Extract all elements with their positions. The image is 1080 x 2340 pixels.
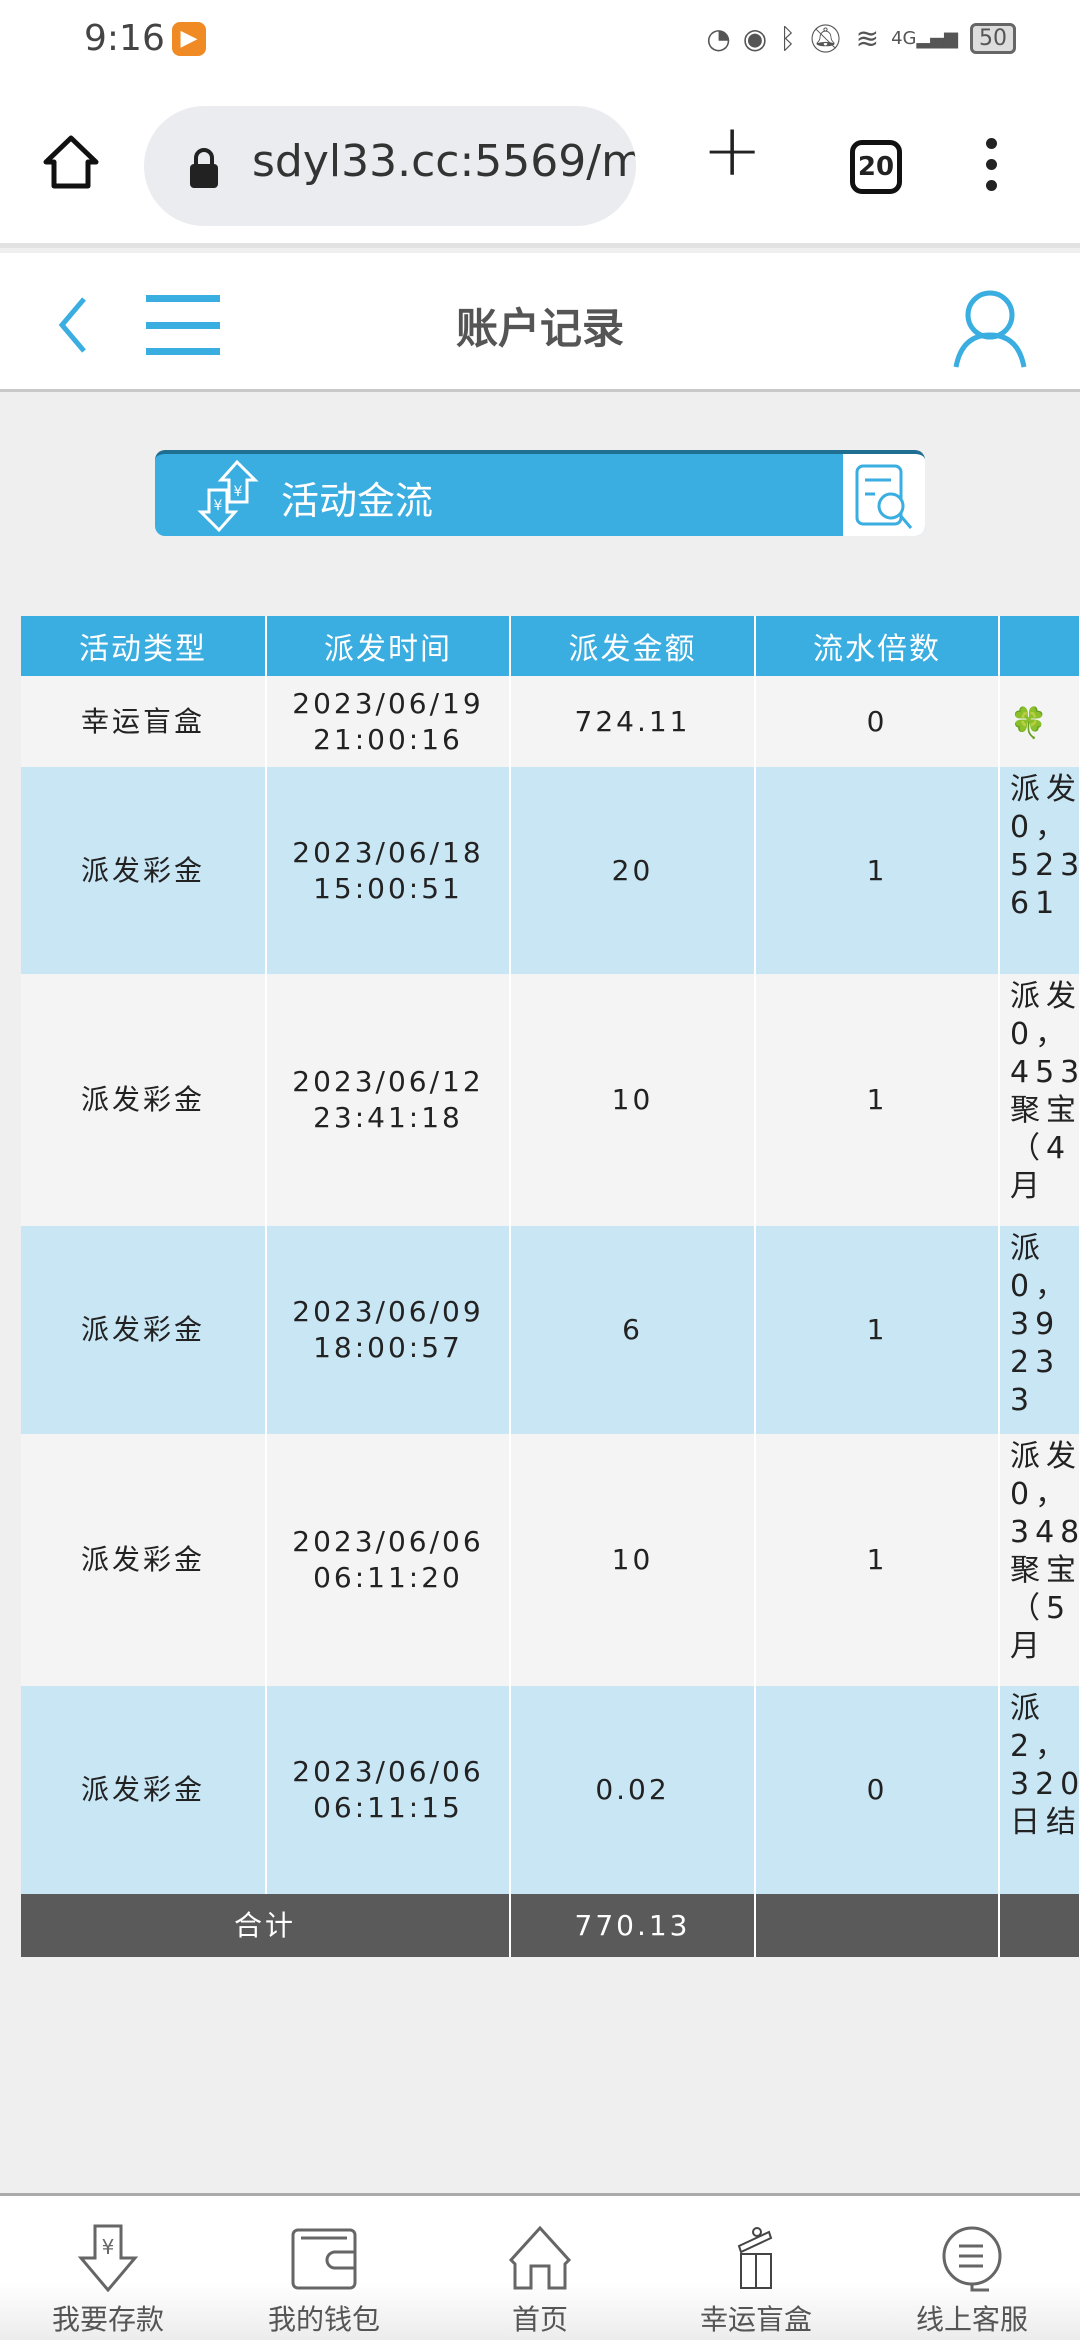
amount: 20 (510, 767, 756, 974)
records-table: 活动类型 派发时间 派发金额 流水倍数 幸运盲盒 2023/06/19 21:00:… (21, 616, 1080, 1957)
multiplier: 0 (755, 676, 1000, 767)
home-icon (508, 2225, 572, 2290)
app-notification-icon: ▶ (172, 22, 206, 56)
col-activity-type: 活动类型 (21, 616, 267, 676)
note: 派 0， 39 23 3 (999, 1226, 1080, 1434)
table-row: 派发彩金 2023/06/06 06:11:20 10 1 派发 0， 348 聚宝 （5 月 (21, 1434, 1080, 1686)
status-bar: 9:16 ▶ ◔ ◉ ᛒ 🔕︎ ≋ 4G▂▄▆ 50 (0, 0, 1080, 80)
nav-customer-service[interactable]: 线上客服 (864, 2196, 1080, 2340)
bottom-nav: ¥ 我要存款 我的钱包 首页 幸运盲盒 线上客服 (0, 2193, 1080, 2340)
activity-type: 派发彩金 (21, 767, 267, 974)
search-records-button[interactable] (843, 454, 925, 536)
tab-switcher-button[interactable]: 20 (850, 140, 902, 194)
activity-type: 派发彩金 (21, 974, 267, 1226)
note: 派 2， 320 日结 (999, 1686, 1080, 1894)
multiplier: 1 (755, 1226, 1000, 1434)
amount: 0.02 (510, 1686, 756, 1894)
note: 派发 0， 453 聚宝 （4 月 (999, 974, 1080, 1226)
url-text: sdyl33.cc:5569/m (252, 136, 636, 187)
banner-label: 活动金流 (281, 479, 434, 523)
total-amount: 770.13 (510, 1894, 756, 1957)
activity-type: 幸运盲盒 (21, 676, 267, 767)
multiplier: 1 (755, 1434, 1000, 1686)
table-row: 派发彩金 2023/06/09 18:00:57 6 1 派 0， 39 23 3 (21, 1226, 1080, 1434)
total-row: 合计 770.13 (21, 1894, 1080, 1957)
col-multiplier: 流水倍数 (755, 616, 1000, 676)
table-row: 派发彩金 2023/06/06 06:11:15 0.02 0 派 2， 320 日结 (21, 1686, 1080, 1894)
multiplier: 1 (755, 974, 1000, 1226)
table-header: 活动类型 派发时间 派发金额 流水倍数 (21, 616, 1080, 676)
col-note (999, 616, 1080, 676)
mute-icon: 🔕︎ (808, 22, 844, 55)
nav-lucky-box[interactable]: 幸运盲盒 (648, 2196, 864, 2340)
address-bar[interactable]: sdyl33.cc:5569/m (144, 106, 636, 226)
multiplier: 0 (755, 1686, 1000, 1894)
deposit-icon: ¥ (77, 2224, 139, 2292)
col-time: 派发时间 (266, 616, 511, 676)
menu-icon[interactable] (146, 295, 220, 355)
note: 派发 0， 523 61 (999, 767, 1080, 974)
note: 🍀 (999, 676, 1080, 767)
table-row: 幸运盲盒 2023/06/19 21:00:16 724.11 0 🍀 (21, 676, 1080, 767)
svg-text:¥: ¥ (102, 2235, 115, 2259)
note: 派发 0， 348 聚宝 （5 月 (999, 1434, 1080, 1686)
col-amount: 派发金额 (510, 616, 756, 676)
search-document-icon (855, 464, 913, 529)
activity-type: 派发彩金 (21, 1686, 267, 1894)
transfer-icon: ¥¥ (197, 459, 259, 533)
nav-deposit[interactable]: ¥ 我要存款 (0, 2196, 216, 2340)
dispatch-time: 2023/06/19 21:00:16 (266, 676, 511, 767)
status-icons: ◔ ◉ ᛒ 🔕︎ ≋ 4G▂▄▆ 50 (706, 22, 1016, 55)
wallet-icon (291, 2228, 357, 2290)
bluetooth-icon: ᛒ (779, 22, 797, 55)
dispatch-time: 2023/06/06 06:11:20 (266, 1434, 511, 1686)
svg-text:¥: ¥ (214, 498, 223, 514)
activity-flow-selector[interactable]: ¥ ¥ 活动金流 (155, 450, 925, 536)
gift-icon (737, 2227, 773, 2289)
home-button[interactable] (42, 134, 100, 190)
activity-type: 派发彩金 (21, 1226, 267, 1434)
new-tab-button[interactable]: + (702, 108, 763, 192)
more-menu-button[interactable] (986, 138, 997, 201)
back-icon[interactable] (56, 295, 90, 355)
speed-icon: ◔ (706, 22, 731, 55)
dispatch-time: 2023/06/18 15:00:51 (266, 767, 511, 974)
signal-icon: 4G▂▄▆ (891, 28, 958, 49)
dispatch-time: 2023/06/12 23:41:18 (266, 974, 511, 1226)
amount: 10 (510, 1434, 756, 1686)
page-title: 账户记录 (455, 304, 624, 353)
amount: 6 (510, 1226, 756, 1434)
table-row: 派发彩金 2023/06/18 15:00:51 20 1 派发 0， 523 61 (21, 767, 1080, 974)
app-header: 账户记录 (0, 253, 1080, 392)
multiplier: 1 (755, 767, 1000, 974)
table-row: 派发彩金 2023/06/12 23:41:18 10 1 派发 0， 453 聚宝 （4 月 (21, 974, 1080, 1226)
lock-icon (190, 148, 218, 188)
amount: 10 (510, 974, 756, 1226)
user-icon[interactable] (952, 289, 1028, 369)
wifi-icon: ≋ (855, 22, 880, 55)
support-icon (942, 2226, 1002, 2292)
browser-toolbar: sdyl33.cc:5569/m + 20 (0, 80, 1080, 248)
clock: 9:16 (84, 18, 165, 59)
nav-wallet[interactable]: 我的钱包 (216, 2196, 432, 2340)
amount: 724.11 (510, 676, 756, 767)
total-label: 合计 (21, 1894, 511, 1957)
svg-text:¥: ¥ (234, 484, 243, 500)
dispatch-time: 2023/06/06 06:11:15 (266, 1686, 511, 1894)
eye-icon: ◉ (742, 22, 768, 55)
battery-icon: 50 (970, 23, 1016, 54)
dispatch-time: 2023/06/09 18:00:57 (266, 1226, 511, 1434)
nav-home[interactable]: 首页 (432, 2196, 648, 2340)
activity-type: 派发彩金 (21, 1434, 267, 1686)
